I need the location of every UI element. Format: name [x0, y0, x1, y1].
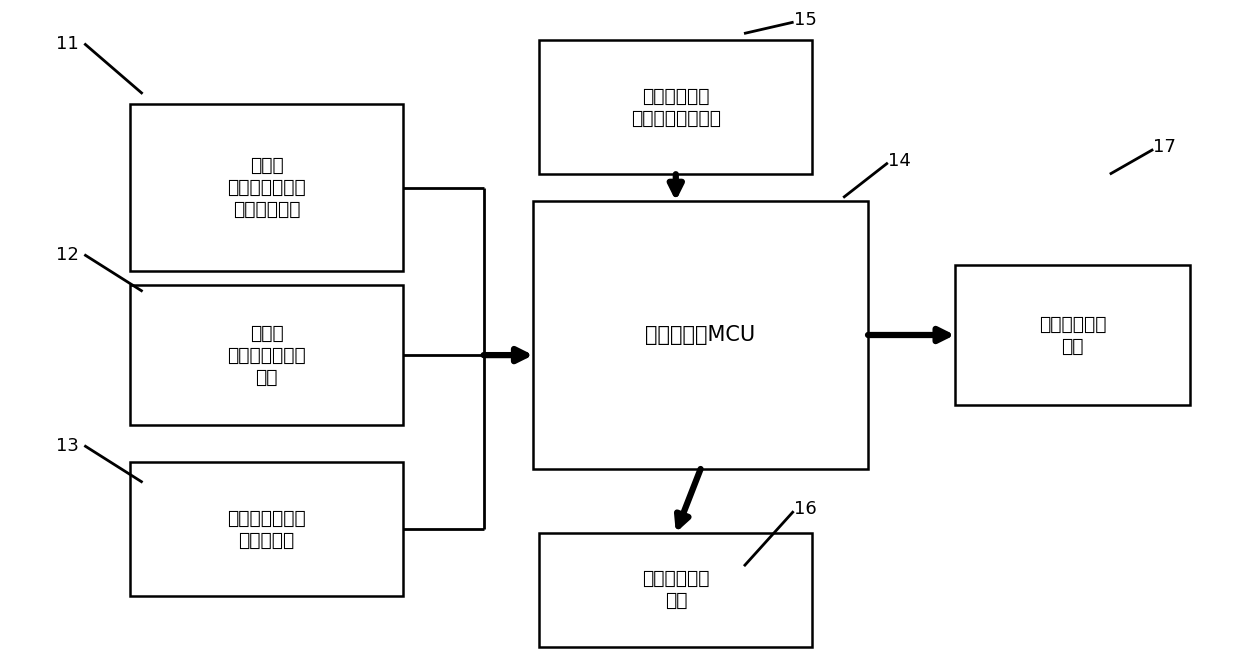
Bar [955, 265, 1190, 405]
Text: 11: 11 [56, 35, 78, 52]
Text: 飞行器中控MCU: 飞行器中控MCU [646, 325, 755, 345]
Text: 14: 14 [888, 152, 910, 170]
Text: 17: 17 [1153, 139, 1176, 156]
Bar [533, 201, 868, 469]
Text: 飞行器飞行速度
测量传感器: 飞行器飞行速度 测量传感器 [227, 509, 306, 550]
Text: 13: 13 [56, 437, 78, 454]
Bar [539, 40, 812, 174]
Bar [539, 533, 812, 647]
Text: 飞行器
航迹倾角测量传
感器: 飞行器 航迹倾角测量传 感器 [227, 324, 306, 387]
Text: 12: 12 [56, 246, 78, 263]
Text: 控制信号输出
单元: 控制信号输出 单元 [1039, 314, 1106, 356]
Text: 16: 16 [794, 500, 816, 518]
Text: 飞行器
飞行高度跟踪误
差测量传感器: 飞行器 飞行高度跟踪误 差测量传感器 [227, 156, 306, 219]
Bar [130, 462, 403, 596]
Text: 飞行状态显示
单元: 飞行状态显示 单元 [642, 569, 709, 610]
Bar [130, 104, 403, 271]
Text: 飞行器参数及
跟踪状态输入单元: 飞行器参数及 跟踪状态输入单元 [631, 86, 720, 128]
Bar [130, 285, 403, 425]
Text: 15: 15 [794, 11, 816, 29]
